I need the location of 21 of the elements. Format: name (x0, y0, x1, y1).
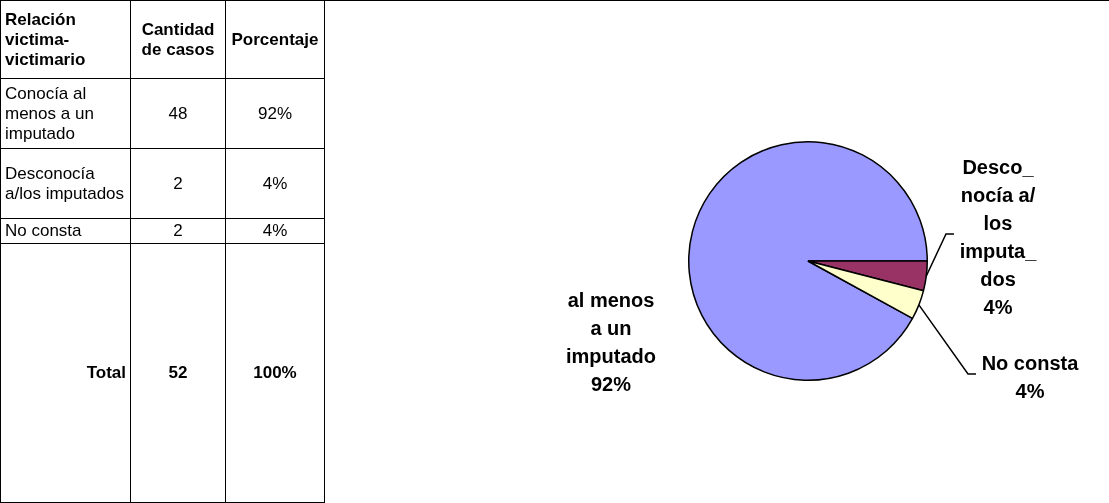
data-label: 4% (225, 148, 325, 219)
category-label: Desconocía a/los imputados (0, 148, 131, 219)
data-label: 48 (130, 78, 226, 149)
data-label: 4% (983, 295, 1013, 318)
data-label: 2 (130, 218, 226, 244)
category-label: Conocía al menos a un imputado (0, 78, 131, 149)
data-label: 92% (225, 78, 325, 149)
data-label: 4% (1015, 379, 1045, 402)
data-label: 92% (590, 372, 632, 395)
data-label: 4% (225, 218, 325, 244)
data-label: 2 (130, 148, 226, 219)
text: Cantidad de casos (130, 0, 226, 79)
text: Relación victima-victimario (0, 0, 131, 79)
slice-label: al menos a un imputado (566, 288, 656, 367)
slice-label: No consta (981, 351, 1080, 374)
category-label: No consta (0, 218, 131, 244)
text: 100% (253, 363, 297, 382)
text: Porcentaje (225, 0, 325, 79)
slice-label: Desco_ nocía a/ los imputa_ dos (959, 155, 1038, 290)
text: 52 (168, 363, 188, 382)
text: Total (0, 243, 131, 503)
